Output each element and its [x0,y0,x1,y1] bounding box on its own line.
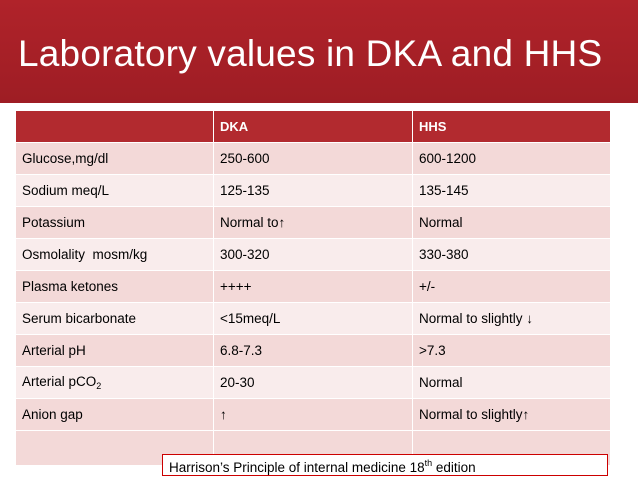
row-hhs-value: Normal [412,206,611,239]
row-dka-value: 125-135 [213,174,413,207]
row-hhs-value: Normal [412,366,611,399]
row-parameter: Arterial pCO2 [15,366,214,399]
row-parameter: Arterial pH [15,334,214,367]
row-hhs-value: >7.3 [412,334,611,367]
row-dka-value: 20-30 [213,366,413,399]
row-parameter: Serum bicarbonate [15,302,214,335]
row-hhs-value: +/- [412,270,611,303]
row-hhs-value: 135-145 [412,174,611,207]
table-row: Glucose,mg/dl 250-600 600-1200 [15,142,611,175]
table-header-row: DKA HHS [15,110,611,143]
table-row: Osmolality mosm/kg 300-320 330-380 [15,238,611,271]
table-row: Arterial pH 6.8-7.3 >7.3 [15,334,611,367]
pco2-subscript: 2 [96,381,102,391]
row-parameter: Anion gap [15,398,214,431]
slide-title: Laboratory values in DKA and HHS [18,33,603,74]
table-row: Plasma ketones ++++ +/- [15,270,611,303]
table-row: Anion gap ↑ Normal to slightly↑ [15,398,611,431]
row-dka-value: 6.8-7.3 [213,334,413,367]
row-hhs-value: Normal to slightly↑ [412,398,611,431]
citation-superscript: th [424,458,433,468]
row-hhs-value: Normal to slightly ↓ [412,302,611,335]
table-row: Arterial pCO2 20-30 Normal [15,366,611,399]
row-parameter: Glucose,mg/dl [15,142,214,175]
row-parameter: Potassium [15,206,214,239]
citation-box: Harrison’s Principle of internal medicin… [162,454,608,476]
header-parameter [15,110,214,143]
citation-suffix: edition [432,460,476,475]
row-dka-value: Normal to↑ [213,206,413,239]
table-row: Potassium Normal to↑ Normal [15,206,611,239]
row-hhs-value: 600-1200 [412,142,611,175]
row-parameter: Osmolality mosm/kg [15,238,214,271]
row-dka-value: <15meq/L [213,302,413,335]
row-parameter: Plasma ketones [15,270,214,303]
row-dka-value: ↑ [213,398,413,431]
pco2-label: Arterial pCO [22,374,97,389]
header-dka: DKA [213,110,413,143]
row-hhs-value: 330-380 [412,238,611,271]
title-bar: Laboratory values in DKA and HHS [0,0,638,103]
empty-cell [15,430,214,466]
row-dka-value: ++++ [213,270,413,303]
row-dka-value: 250-600 [213,142,413,175]
table-row: Sodium meq/L 125-135 135-145 [15,174,611,207]
row-dka-value: 300-320 [213,238,413,271]
row-parameter: Sodium meq/L [15,174,214,207]
citation-text: Harrison’s Principle of internal medicin… [169,460,425,475]
header-hhs: HHS [412,110,611,143]
lab-values-table: DKA HHS Glucose,mg/dl 250-600 600-1200 S… [15,110,611,466]
table-row: Serum bicarbonate <15meq/L Normal to sli… [15,302,611,335]
